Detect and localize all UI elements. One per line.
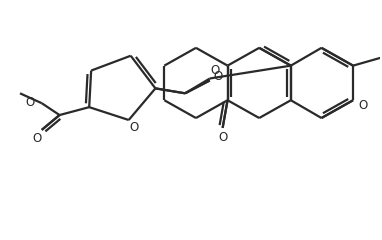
Text: O: O (210, 64, 219, 77)
Text: O: O (26, 96, 35, 109)
Text: O: O (358, 99, 367, 112)
Text: O: O (218, 131, 227, 144)
Text: O: O (129, 121, 138, 134)
Text: O: O (32, 132, 41, 145)
Text: O: O (213, 70, 222, 83)
